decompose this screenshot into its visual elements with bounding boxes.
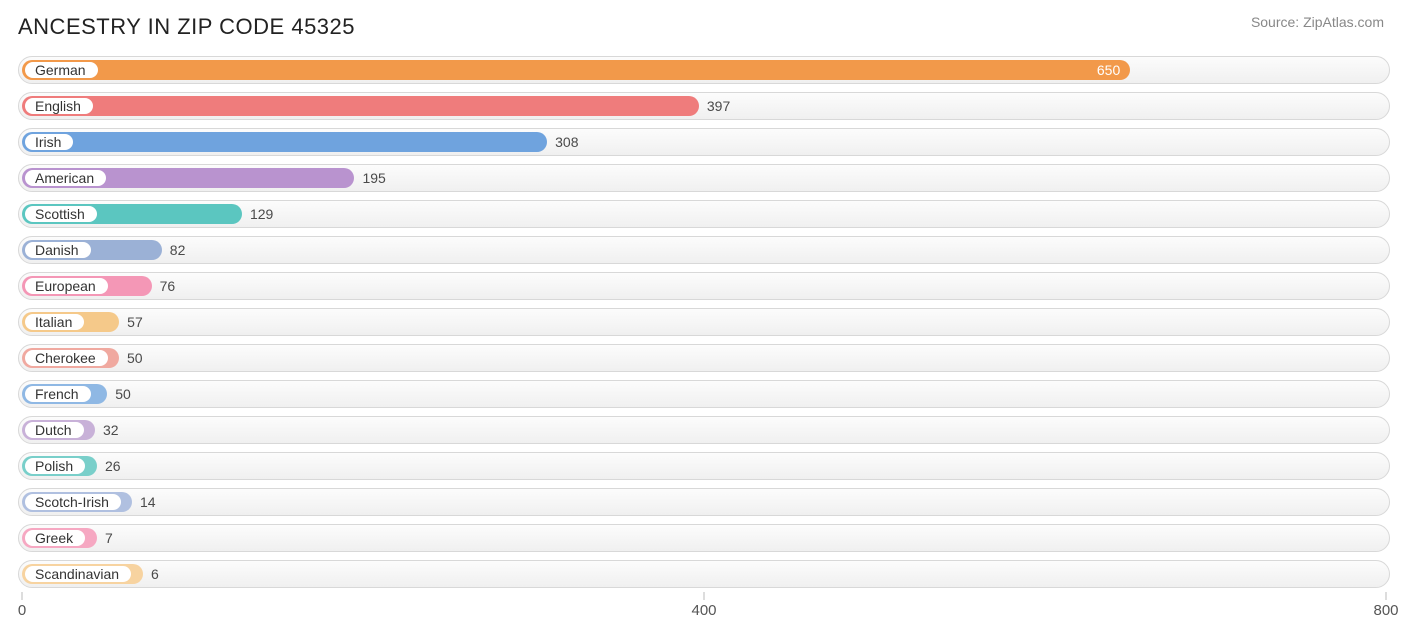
bar-value-outside: 76: [152, 273, 176, 299]
bar-value-inside: 650: [1097, 60, 1120, 80]
bar: [22, 132, 547, 152]
bar-track: 26 Polish: [18, 452, 1390, 480]
bar-value-outside: 50: [119, 345, 143, 371]
bar-track: 308 Irish: [18, 128, 1390, 156]
x-axis: 0400800: [18, 596, 1390, 624]
bar-value-outside: 308: [547, 129, 578, 155]
chart-title: ANCESTRY IN ZIP CODE 45325: [18, 14, 355, 40]
bar-value-outside: 6: [143, 561, 159, 587]
bar-label-pill: Danish: [25, 242, 91, 258]
bar-track: 76 European: [18, 272, 1390, 300]
x-axis-tick-label: 800: [1373, 602, 1398, 619]
bar-value-outside: 50: [107, 381, 131, 407]
bar-track: 6 Scandinavian: [18, 560, 1390, 588]
bar-value-outside: 7: [97, 525, 113, 551]
bar-label-pill: Italian: [25, 314, 84, 330]
bar-value-outside: 82: [162, 237, 186, 263]
bar-track: 129 Scottish: [18, 200, 1390, 228]
bar-label-pill: American: [25, 170, 106, 186]
bar-value-outside: 195: [354, 165, 385, 191]
bar-value-outside: 14: [132, 489, 156, 515]
bar-track: 82 Danish: [18, 236, 1390, 264]
bar: 650: [22, 60, 1130, 80]
chart-plot-area: 650German397English308Irish195American12…: [18, 56, 1390, 588]
bar-label-pill: Scotch-Irish: [25, 494, 121, 510]
bar-label-pill: Dutch: [25, 422, 84, 438]
bar-label-pill: Scottish: [25, 206, 97, 222]
bar-track: 195 American: [18, 164, 1390, 192]
bar-value-outside: 129: [242, 201, 273, 227]
bar: [22, 96, 699, 116]
chart-source: Source: ZipAtlas.com: [1251, 14, 1384, 30]
x-axis-tick-line: [704, 592, 705, 600]
x-axis-tick-line: [22, 592, 23, 600]
bar-value-outside: 32: [95, 417, 119, 443]
bar-value-outside: 397: [699, 93, 730, 119]
bar-track: 650 German: [18, 56, 1390, 84]
bar-value-outside: 26: [97, 453, 121, 479]
bar-track: 50 French: [18, 380, 1390, 408]
bar-label-pill: Polish: [25, 458, 85, 474]
bar-label-pill: German: [25, 62, 98, 78]
bar-label-pill: Cherokee: [25, 350, 108, 366]
x-axis-tick-label: 400: [691, 602, 716, 619]
bar-track: 57 Italian: [18, 308, 1390, 336]
bar-label-pill: English: [25, 98, 93, 114]
bar-track: 7 Greek: [18, 524, 1390, 552]
bar-label-pill: European: [25, 278, 108, 294]
x-axis-tick-label: 0: [18, 602, 26, 619]
bar-track: 14 Scotch-Irish: [18, 488, 1390, 516]
bar-track: 32 Dutch: [18, 416, 1390, 444]
bar-track: 397 English: [18, 92, 1390, 120]
bar-track: 50 Cherokee: [18, 344, 1390, 372]
bar-label-pill: Greek: [25, 530, 85, 546]
bar-label-pill: Scandinavian: [25, 566, 131, 582]
x-axis-tick-line: [1386, 592, 1387, 600]
bar-value-outside: 57: [119, 309, 143, 335]
chart-container: ANCESTRY IN ZIP CODE 45325 Source: ZipAt…: [0, 0, 1406, 644]
bar-label-pill: French: [25, 386, 91, 402]
bar-label-pill: Irish: [25, 134, 73, 150]
chart-header: ANCESTRY IN ZIP CODE 45325 Source: ZipAt…: [18, 14, 1390, 40]
